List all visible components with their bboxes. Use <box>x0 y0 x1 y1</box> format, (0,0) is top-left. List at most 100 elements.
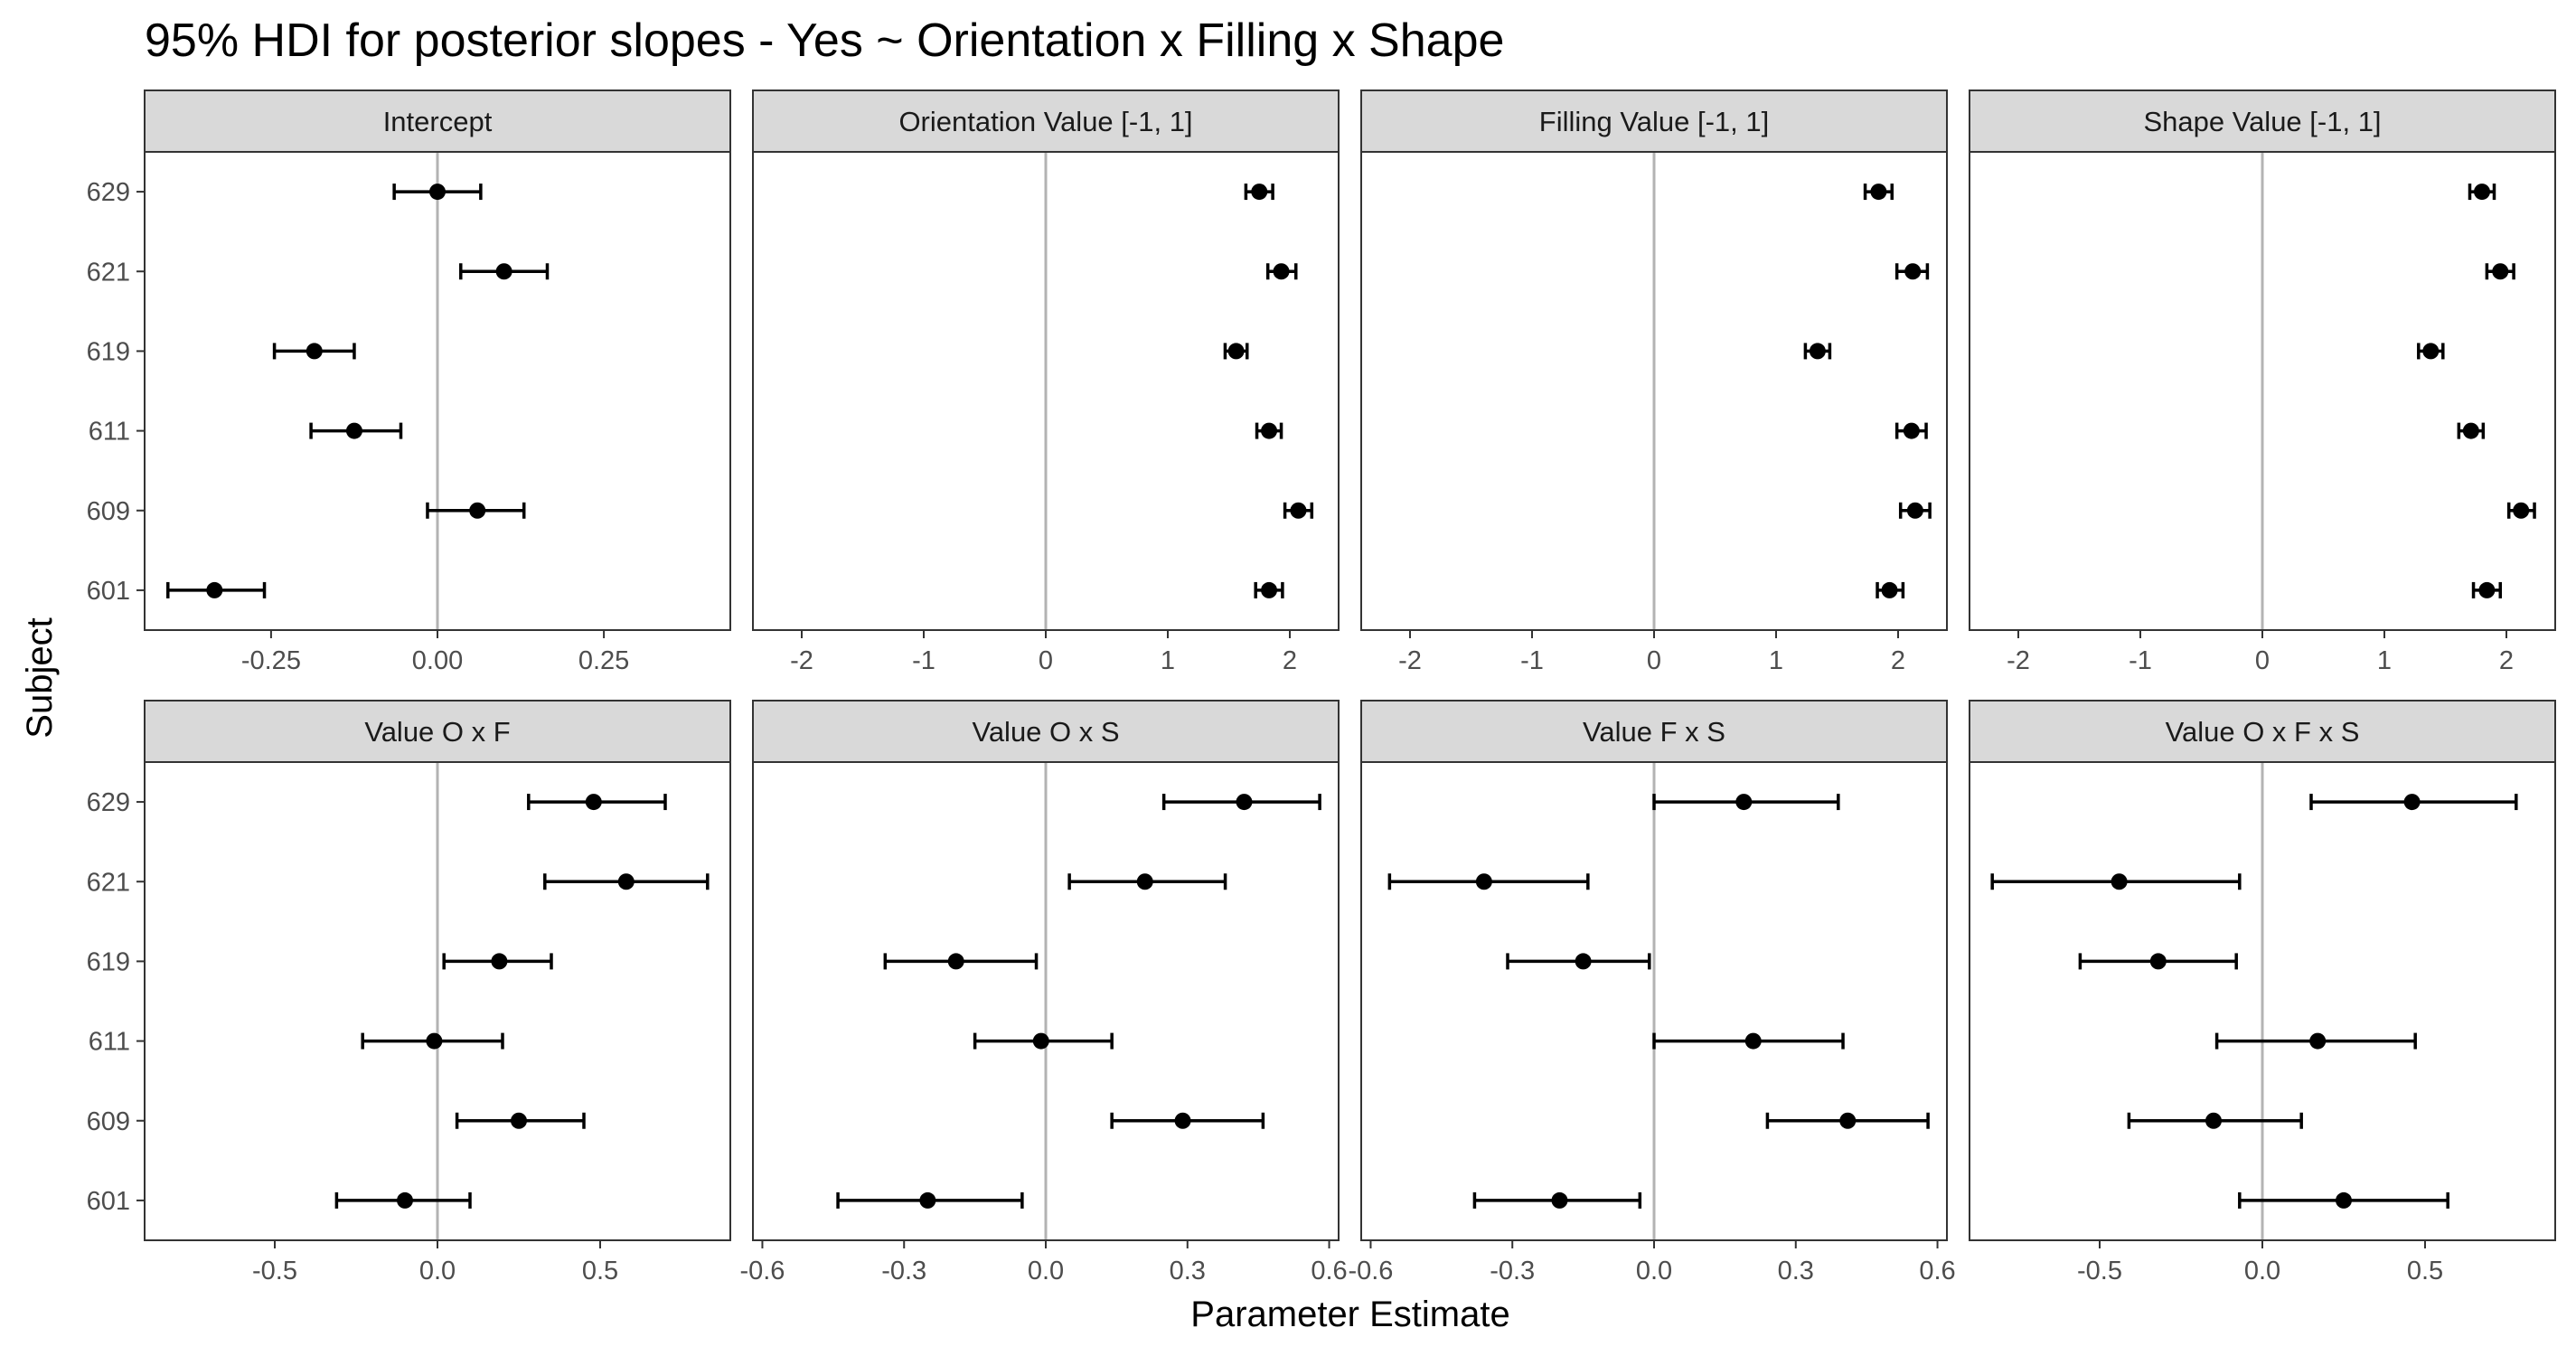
panel-orientation-value-1-1: Orientation Value [-1, 1] -2 -1 0 1 2 <box>752 89 1340 675</box>
x-tick-label: 0 <box>1647 646 1661 675</box>
errorbar-609 <box>1283 502 1314 519</box>
y-tick-label-619: 619 <box>87 337 130 366</box>
x-tick-label: -0.3 <box>881 1257 926 1285</box>
panel-intercept: Intercept -0.25 0.00 0.25 629 621 619 611 609 601 <box>87 89 731 675</box>
x-tick-label: -2 <box>1398 646 1422 675</box>
strip-label: Value O x F <box>364 716 510 748</box>
errorbar-609 <box>1898 502 1932 519</box>
errorbar-619 <box>442 953 553 970</box>
point-estimate <box>1744 1032 1762 1050</box>
x-tick-label: -0.3 <box>1490 1257 1535 1285</box>
errorbar-601 <box>334 1191 472 1209</box>
chart-title: 95% HDI for posterior slopes - Yes ~ Ori… <box>145 14 1504 67</box>
errorbar-609 <box>2506 502 2536 519</box>
x-tick-label: 1 <box>2377 646 2392 675</box>
errorbar-611 <box>361 1032 504 1050</box>
strip-header <box>1360 700 1948 763</box>
y-axis-title: Subject <box>20 617 60 738</box>
point-estimate <box>206 581 223 598</box>
panel-border <box>1969 151 2556 631</box>
point-estimate <box>1575 953 1592 970</box>
errorbar-629 <box>1863 184 1894 201</box>
point-estimate <box>495 263 512 280</box>
x-tick-label: -1 <box>1520 646 1544 675</box>
y-tick-label-611: 611 <box>89 1028 130 1057</box>
strip-label: Filling Value [-1, 1] <box>1539 106 1769 137</box>
strip-label: Value O x F x S <box>2166 716 2360 748</box>
panel-border <box>144 151 731 631</box>
point-estimate <box>1870 184 1887 201</box>
point-estimate <box>947 953 964 970</box>
errorbar-629 <box>1652 794 1840 811</box>
point-estimate <box>1839 1112 1857 1129</box>
errorbar-629 <box>2309 794 2518 811</box>
point-estimate <box>1881 581 1898 598</box>
strip-label: Value O x S <box>972 716 1119 748</box>
point-estimate <box>2492 263 2509 280</box>
panel-border <box>1360 151 1948 631</box>
errorbar-619 <box>1223 343 1249 360</box>
errorbar-619 <box>2417 343 2445 360</box>
errorbar-601 <box>1254 581 1284 598</box>
errorbar-609 <box>1765 1112 1930 1129</box>
point-estimate <box>1735 794 1753 811</box>
errorbar-601 <box>1876 581 1905 598</box>
x-tick-label: 0 <box>2255 646 2270 675</box>
x-tick-label: 0.0 <box>419 1257 456 1285</box>
point-estimate <box>1261 422 1278 439</box>
point-estimate <box>2513 502 2530 519</box>
x-tick-label: -0.25 <box>241 646 301 675</box>
point-estimate <box>1227 343 1245 360</box>
point-estimate <box>1551 1191 1568 1209</box>
errorbar-611 <box>2457 422 2486 439</box>
point-estimate <box>617 873 635 890</box>
point-estimate <box>2422 343 2440 360</box>
point-estimate <box>1903 422 1920 439</box>
point-estimate <box>2336 1191 2352 1209</box>
point-estimate <box>491 953 508 970</box>
x-tick-label: 0.00 <box>412 646 463 675</box>
errorbar-609 <box>2127 1112 2303 1129</box>
x-tick-label: 0.25 <box>578 646 629 675</box>
strip-header <box>1969 89 2556 153</box>
panel-value-o-x-s: Value O x S -0.6 -0.3 0.0 0.3 0.6 <box>739 700 1348 1285</box>
strip-label: Intercept <box>383 106 493 137</box>
point-estimate <box>1809 343 1826 360</box>
point-estimate <box>397 1191 413 1209</box>
point-estimate <box>1906 502 1923 519</box>
errorbar-619 <box>272 343 356 360</box>
point-estimate <box>2309 1032 2327 1050</box>
point-estimate <box>2462 422 2479 439</box>
errorbar-621 <box>543 873 710 890</box>
errorbar-621 <box>459 263 550 280</box>
point-estimate <box>2478 581 2496 598</box>
errorbar-601 <box>836 1191 1024 1209</box>
y-tick-label-601: 601 <box>87 577 130 606</box>
y-tick-label-621: 621 <box>87 868 130 897</box>
x-tick-label: -2 <box>2007 646 2030 675</box>
y-tick-label-629: 629 <box>87 788 130 817</box>
panel-border <box>144 761 731 1241</box>
y-tick-label-619: 619 <box>87 947 130 976</box>
x-tick-label: 0 <box>1039 646 1053 675</box>
errorbar-621 <box>1990 873 2242 890</box>
x-tick-label: 0.5 <box>2407 1257 2443 1285</box>
x-tick-label: 0.3 <box>1778 1257 1814 1285</box>
point-estimate <box>511 1112 527 1129</box>
errorbar-601 <box>1472 1191 1642 1209</box>
errorbar-621 <box>1894 263 1930 280</box>
y-tick-label-611: 611 <box>89 418 130 447</box>
errorbar-611 <box>1652 1032 1845 1050</box>
errorbar-619 <box>883 953 1039 970</box>
errorbar-629 <box>527 794 667 811</box>
y-tick-label-621: 621 <box>87 258 130 287</box>
strip-header <box>1969 700 2556 763</box>
x-axis-title: Parameter Estimate <box>1190 1295 1509 1334</box>
errorbar-629 <box>1161 794 1321 811</box>
x-tick-label: 2 <box>1891 646 1905 675</box>
point-estimate <box>1475 873 1492 890</box>
x-tick-label: 0.6 <box>1919 1257 1955 1285</box>
x-tick-label: 0.0 <box>1028 1257 1064 1285</box>
errorbar-619 <box>2078 953 2238 970</box>
